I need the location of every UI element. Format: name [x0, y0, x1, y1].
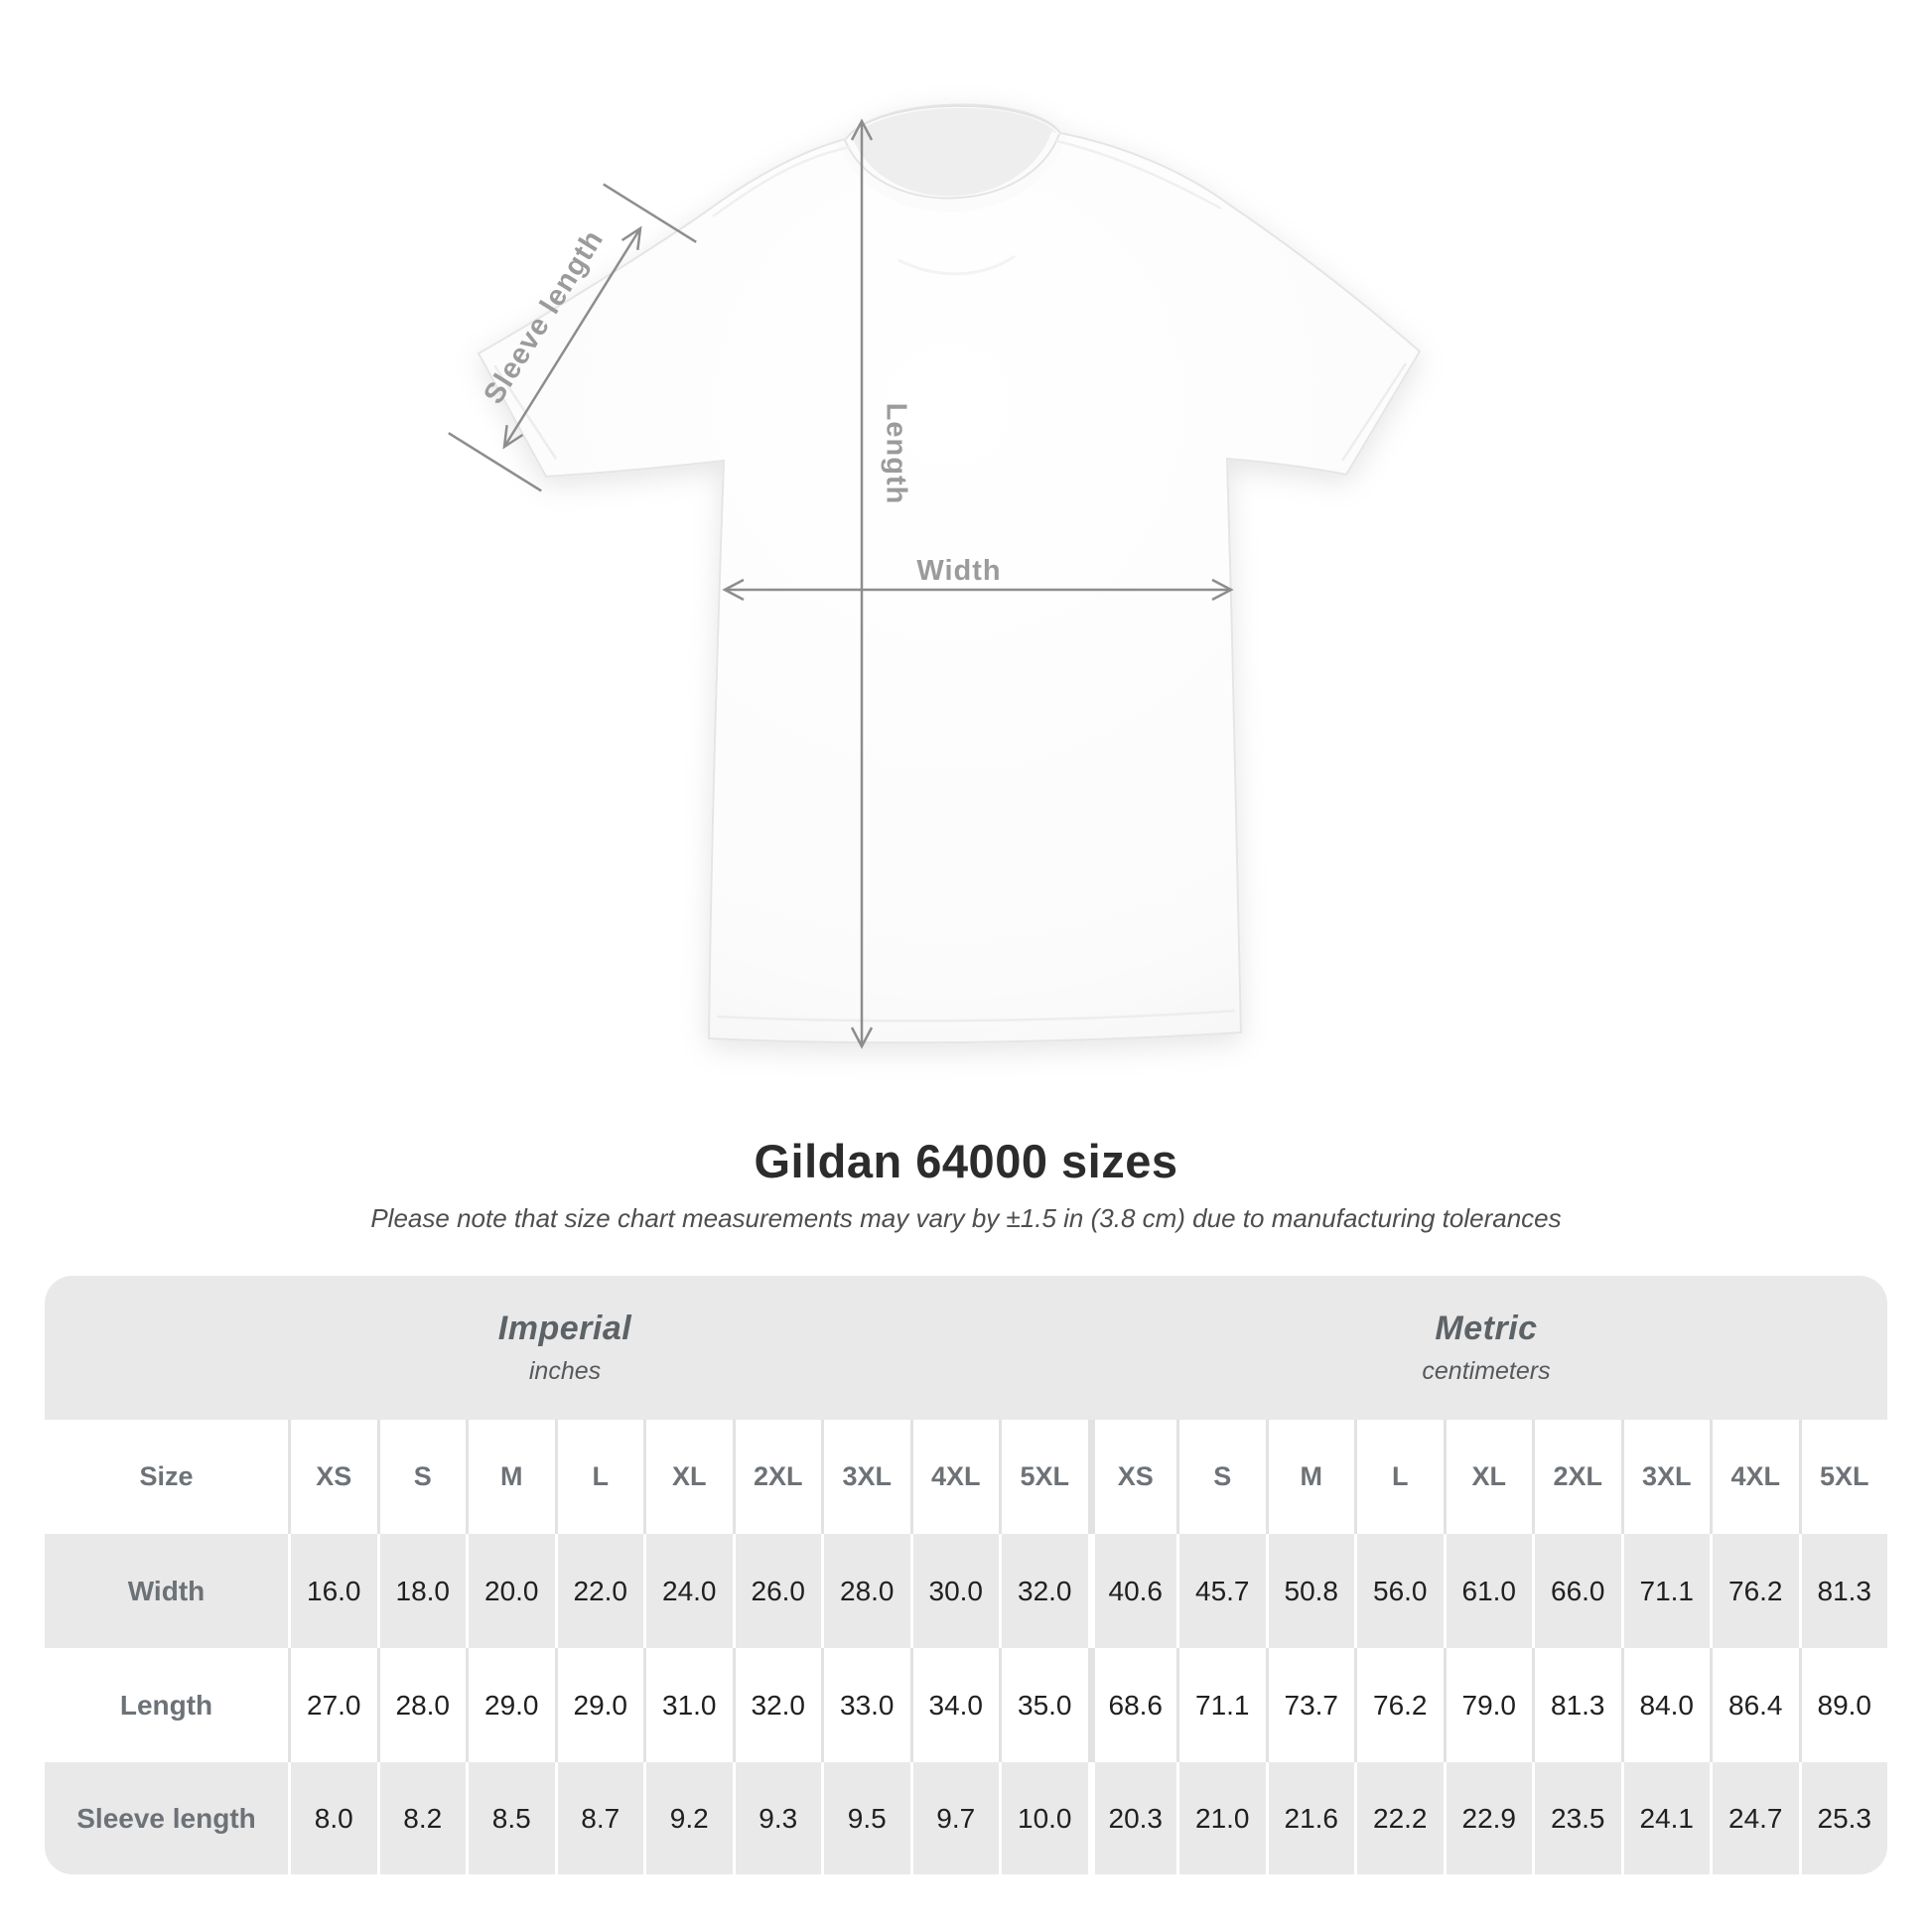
- table-cell: 24.7: [1710, 1762, 1799, 1874]
- size-header-row: Size XS S M L XL 2XL 3XL 4XL 5XL XS S M …: [45, 1420, 1887, 1534]
- size-header: XL: [1443, 1420, 1533, 1534]
- table-cell: 66.0: [1532, 1534, 1621, 1648]
- table-cell: 79.0: [1443, 1648, 1533, 1762]
- unit-header-band: Imperial inches Metric centimeters: [45, 1276, 1887, 1420]
- metric-title: Metric: [1435, 1310, 1538, 1347]
- table-cell: 32.0: [732, 1648, 822, 1762]
- page-subtitle: Please note that size chart measurements…: [370, 1203, 1562, 1233]
- table-cell: 35.0: [999, 1648, 1088, 1762]
- table-cell: 8.2: [376, 1762, 467, 1874]
- table-cell: 24.1: [1620, 1762, 1711, 1874]
- size-header: 3XL: [821, 1420, 910, 1534]
- table-cell: 23.5: [1532, 1762, 1621, 1874]
- table-cell: 26.0: [732, 1534, 822, 1648]
- table-cell: 34.0: [909, 1648, 1000, 1762]
- tshirt-graphic: [477, 103, 1422, 1044]
- size-header: L: [1354, 1420, 1444, 1534]
- size-header: 2XL: [732, 1420, 822, 1534]
- table-cell: 76.2: [1710, 1534, 1799, 1648]
- table-cell: 33.0: [821, 1648, 910, 1762]
- width-row: Width 16.0 18.0 20.0 22.0 24.0 26.0 28.0…: [45, 1534, 1887, 1648]
- length-arrow: [850, 118, 874, 1049]
- row-label: Length: [119, 1689, 213, 1721]
- table-cell: 22.9: [1443, 1762, 1533, 1874]
- table-cell: 30.0: [909, 1534, 1000, 1648]
- metric-section-header: Metric centimeters: [1085, 1276, 1887, 1420]
- table-cell: 31.0: [643, 1648, 733, 1762]
- table-cell: 76.2: [1354, 1648, 1444, 1762]
- table-cell: 24.0: [643, 1534, 733, 1648]
- size-header: 2XL: [1532, 1420, 1621, 1534]
- table-cell: 27.0: [288, 1648, 377, 1762]
- size-table: Imperial inches Metric centimeters Size …: [45, 1276, 1887, 1874]
- table-cell: 81.3: [1798, 1534, 1888, 1648]
- table-cell: 9.7: [909, 1762, 1000, 1874]
- table-cell: 50.8: [1265, 1534, 1355, 1648]
- table-cell: 8.7: [554, 1762, 644, 1874]
- table-cell: 28.0: [821, 1534, 910, 1648]
- table-cell: 89.0: [1798, 1648, 1888, 1762]
- table-cell: 32.0: [999, 1534, 1088, 1648]
- table-cell: 22.2: [1354, 1762, 1444, 1874]
- size-header: XS: [1087, 1420, 1177, 1534]
- table-cell: 68.6: [1087, 1648, 1177, 1762]
- imperial-unit: inches: [528, 1357, 602, 1385]
- table-cell: 29.0: [466, 1648, 555, 1762]
- row-label: Width: [127, 1575, 206, 1606]
- page-title: Gildan 64000 sizes: [754, 1135, 1178, 1187]
- table-cell: 21.6: [1265, 1762, 1355, 1874]
- table-cell: 18.0: [376, 1534, 467, 1648]
- table-cell: 8.5: [466, 1762, 555, 1874]
- width-label: Width: [916, 555, 1001, 587]
- width-arrow: [722, 578, 1234, 602]
- size-header: 5XL: [999, 1420, 1088, 1534]
- size-header: S: [1176, 1420, 1266, 1534]
- imperial-title: Imperial: [497, 1310, 632, 1347]
- length-label: Length: [880, 403, 911, 505]
- metric-unit: centimeters: [1422, 1357, 1551, 1385]
- table-cell: 56.0: [1354, 1534, 1444, 1648]
- tshirt-measurement-diagram: Sleeve length Length Width: [448, 103, 1422, 1049]
- size-header: S: [376, 1420, 467, 1534]
- row-label: Sleeve length: [76, 1802, 256, 1834]
- table-cell: 22.0: [554, 1534, 644, 1648]
- size-corner-header: Size: [139, 1461, 194, 1491]
- sleeve-length-arrow: [448, 183, 697, 492]
- table-cell: 28.0: [376, 1648, 467, 1762]
- table-cell: 73.7: [1265, 1648, 1355, 1762]
- table-cell: 45.7: [1176, 1534, 1266, 1648]
- table-cell: 86.4: [1710, 1648, 1799, 1762]
- size-header: XL: [643, 1420, 733, 1534]
- table-cell: 40.6: [1087, 1534, 1177, 1648]
- imperial-section-header: Imperial inches: [45, 1276, 1085, 1420]
- table-cell: 84.0: [1620, 1648, 1711, 1762]
- table-cell: 16.0: [288, 1534, 377, 1648]
- table-cell: 20.0: [466, 1534, 555, 1648]
- size-header: 4XL: [909, 1420, 1000, 1534]
- size-header: 4XL: [1710, 1420, 1799, 1534]
- measurement-annotations: [448, 118, 1234, 1049]
- size-header: L: [554, 1420, 644, 1534]
- table-cell: 10.0: [999, 1762, 1088, 1874]
- table-cell: 9.5: [821, 1762, 910, 1874]
- table-cell: 61.0: [1443, 1534, 1533, 1648]
- table-cell: 8.0: [288, 1762, 377, 1874]
- table-cell: 71.1: [1176, 1648, 1266, 1762]
- table-cell: 29.0: [554, 1648, 644, 1762]
- size-header: 3XL: [1620, 1420, 1711, 1534]
- table-cell: 21.0: [1176, 1762, 1266, 1874]
- sleeve-length-row: Sleeve length 8.0 8.2 8.5 8.7 9.2 9.3 9.…: [45, 1762, 1887, 1874]
- table-cell: 20.3: [1087, 1762, 1177, 1874]
- table-cell: 25.3: [1798, 1762, 1888, 1874]
- table-cell: 9.2: [643, 1762, 733, 1874]
- size-header: M: [466, 1420, 555, 1534]
- size-header: XS: [288, 1420, 377, 1534]
- table-cell: 81.3: [1532, 1648, 1621, 1762]
- length-row: Length 27.0 28.0 29.0 29.0 31.0 32.0 33.…: [45, 1648, 1887, 1762]
- size-header: M: [1265, 1420, 1355, 1534]
- size-header: 5XL: [1798, 1420, 1888, 1534]
- table-cell: 9.3: [732, 1762, 822, 1874]
- table-cell: 71.1: [1620, 1534, 1711, 1648]
